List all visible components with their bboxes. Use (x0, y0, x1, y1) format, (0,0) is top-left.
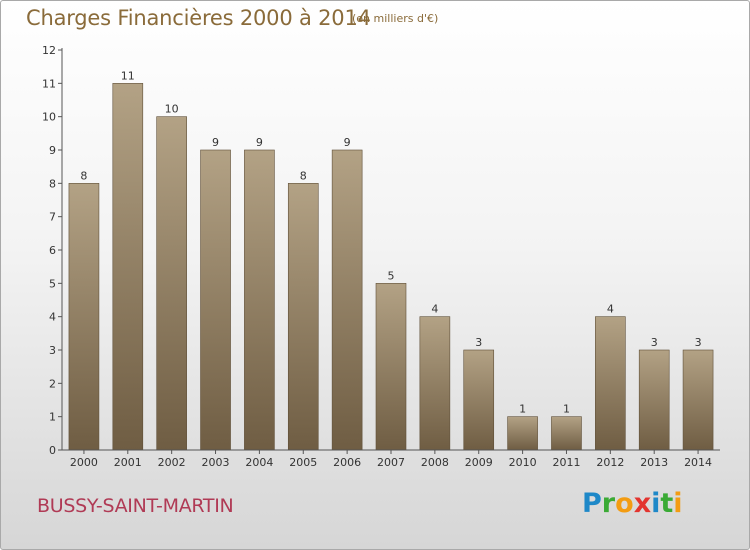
x-tick-label: 2014 (684, 456, 712, 469)
x-tick-label: 2001 (114, 456, 142, 469)
y-tick-label: 0 (49, 444, 56, 457)
x-tick-label: 2010 (509, 456, 537, 469)
logo-letter: P (582, 488, 602, 519)
x-tick-label: 2008 (421, 456, 449, 469)
logo-letter: t (660, 488, 674, 519)
bar-value-label: 4 (607, 303, 614, 316)
y-tick-label: 10 (42, 111, 56, 124)
y-tick-label: 1 (49, 411, 56, 424)
bar[interactable] (638, 349, 670, 451)
bar-value-label: 1 (519, 403, 526, 416)
chart-unit: (en milliers d'€) (352, 12, 439, 25)
x-tick-label: 2013 (640, 456, 668, 469)
commune-name: BUSSY-SAINT-MARTIN (37, 495, 234, 517)
bar-value-label: 8 (80, 169, 87, 182)
bar-value-label: 3 (695, 336, 702, 349)
bar[interactable] (551, 416, 582, 451)
chart-title: Charges Financières 2000 à 2014 (26, 6, 371, 30)
bar[interactable] (287, 183, 319, 451)
bar-value-label: 3 (475, 336, 482, 349)
bar[interactable] (156, 116, 187, 451)
y-tick-label: 7 (49, 211, 56, 224)
bar[interactable] (682, 349, 714, 451)
y-tick-label: 3 (49, 344, 56, 357)
x-tick-label: 2006 (333, 456, 361, 469)
bar[interactable] (331, 149, 363, 451)
bar-value-label: 11 (121, 69, 135, 82)
bar[interactable] (375, 283, 407, 451)
logo-letter: x (633, 488, 652, 519)
logo-letter: i (673, 488, 683, 519)
logo-letter: r (601, 488, 616, 519)
x-axis: 2000 2001 2002 2003 2004 2005 2006 2007 2008 2009… (62, 449, 720, 469)
y-tick-label: 4 (49, 311, 56, 324)
bar-value-label: 4 (431, 303, 438, 316)
x-tick-label: 2012 (596, 456, 624, 469)
x-tick-label: 2002 (158, 456, 186, 469)
y-tick-label: 12 (42, 44, 56, 57)
bar-value-label: 9 (256, 136, 263, 149)
x-tick-label: 2011 (552, 456, 580, 469)
x-tick-label: 2004 (245, 456, 273, 469)
y-tick-label: 2 (49, 377, 56, 390)
x-tick-label: 2009 (465, 456, 493, 469)
bar-value-label: 1 (563, 403, 570, 416)
x-tick-label: 2003 (202, 456, 230, 469)
y-tick-label: 6 (49, 244, 56, 257)
bar-value-label: 10 (165, 103, 179, 116)
bar[interactable] (595, 316, 626, 451)
y-tick-label: 8 (49, 177, 56, 190)
bar-value-label: 9 (212, 136, 219, 149)
bar[interactable] (200, 149, 231, 451)
y-tick-label: 11 (42, 77, 56, 90)
bar[interactable] (68, 183, 100, 451)
bar-value-label: 9 (344, 136, 351, 149)
bar[interactable] (463, 349, 495, 451)
proxiti-logo[interactable]: Proxiti (582, 488, 683, 519)
logo-letter: o (615, 488, 634, 519)
bar-value-label: 8 (300, 169, 307, 182)
bar[interactable] (244, 149, 275, 451)
x-tick-label: 2007 (377, 456, 405, 469)
bar[interactable] (112, 83, 144, 451)
bar-value-label: 3 (651, 336, 658, 349)
x-tick-label: 2005 (289, 456, 317, 469)
y-tick-label: 5 (49, 277, 56, 290)
bar-value-label: 5 (388, 269, 395, 282)
bar[interactable] (507, 416, 538, 451)
logo-letter: i (651, 488, 661, 519)
bar[interactable] (419, 316, 451, 451)
y-tick-label: 9 (49, 144, 56, 157)
x-tick-label: 2000 (70, 456, 98, 469)
